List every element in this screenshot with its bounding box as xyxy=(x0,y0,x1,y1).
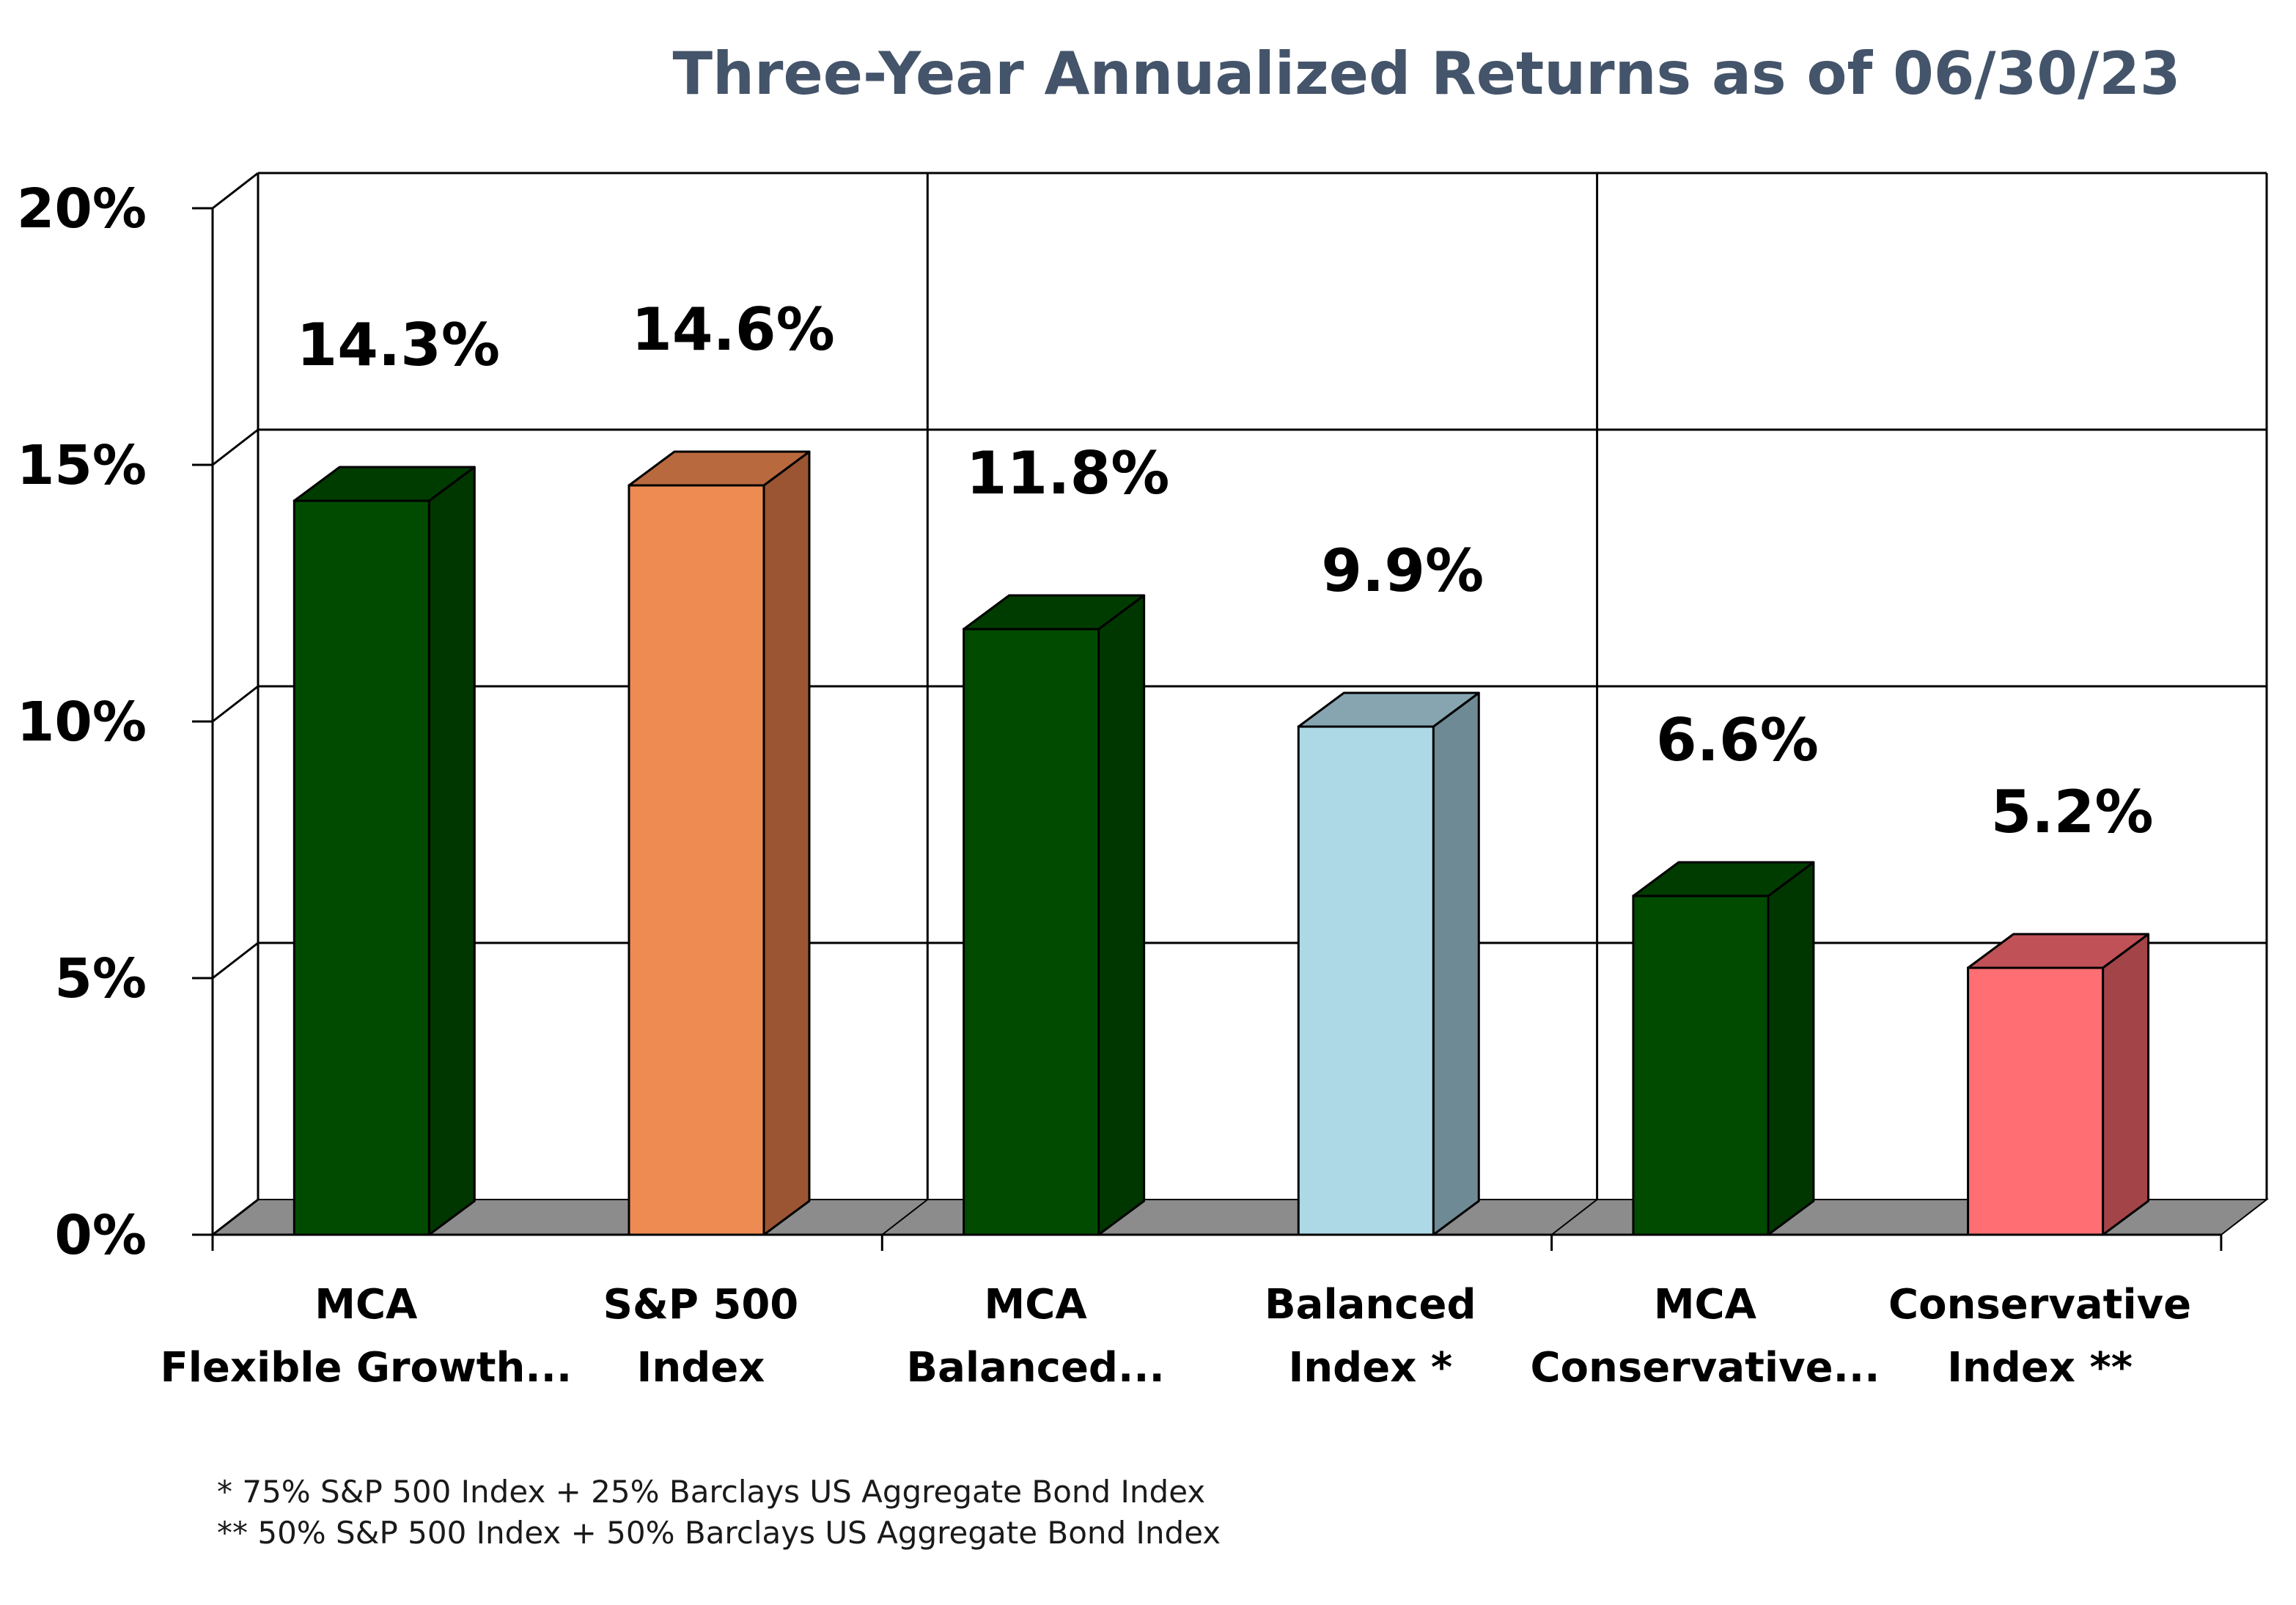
category-label-line: S&P 500 xyxy=(603,1281,799,1329)
chart-title: Three-Year Annualized Returns as of 06/3… xyxy=(672,40,2180,108)
bar-series xyxy=(292,450,2150,1236)
bar-6 xyxy=(1967,933,2150,1236)
data-label: 14.6% xyxy=(631,295,835,364)
bar-front-face xyxy=(292,499,430,1236)
floor-separator-1 xyxy=(881,1199,928,1235)
side-wall-gridline-10 xyxy=(212,685,259,723)
category-label-line: Balanced... xyxy=(906,1344,1164,1392)
category-label-line: Index ** xyxy=(1947,1344,2133,1392)
bar-5 xyxy=(1632,861,1815,1236)
bar-side-face xyxy=(427,466,476,1236)
footnotes: * 75% S&P 500 Index + 25% Barclays US Ag… xyxy=(217,1474,1221,1551)
bar-side-face xyxy=(2102,933,2150,1236)
bar-side-face xyxy=(1097,594,1146,1236)
data-label: 5.2% xyxy=(1991,778,2154,846)
category-label-line: MCA xyxy=(314,1281,418,1329)
bar-front-face xyxy=(963,628,1100,1236)
data-label: 6.6% xyxy=(1656,706,1819,774)
bar-front-face xyxy=(628,484,765,1236)
category-label-line: Conservative xyxy=(1888,1281,2191,1329)
bar-side-face xyxy=(1767,861,1815,1236)
y-tick-label: 20% xyxy=(17,177,147,240)
bar-side-face xyxy=(762,450,811,1236)
category-label: Balanced Index * xyxy=(1265,1281,1476,1392)
bar-1 xyxy=(292,466,476,1236)
bar-front-face xyxy=(1632,895,1770,1236)
y-tick-label: 5% xyxy=(54,947,147,1010)
chart-floor-plane xyxy=(210,1199,2269,1235)
chart-gridlines xyxy=(212,172,2268,1236)
category-label: S&P 500 Index xyxy=(603,1281,799,1392)
category-label: MCA Balanced... xyxy=(906,1281,1164,1392)
side-wall-gridline-20 xyxy=(212,172,259,210)
category-label-line: Conservative... xyxy=(1530,1344,1880,1392)
bar-2 xyxy=(628,450,811,1236)
category-label-line: Flexible Growth... xyxy=(160,1344,572,1392)
side-wall-gridline-0 xyxy=(212,1198,259,1236)
data-labels: 14.3% 14.6% 11.8% 9.9% 6.6% 5.2% xyxy=(297,295,2154,846)
data-label: 14.3% xyxy=(297,311,501,379)
side-wall-gridline-5 xyxy=(212,941,259,980)
y-axis-tick-labels: 0% 5% 10% 15% 20% xyxy=(17,177,147,1267)
data-label: 11.8% xyxy=(966,439,1170,507)
bar-side-face xyxy=(1432,691,1480,1236)
category-label: Conservative Index ** xyxy=(1888,1281,2191,1392)
y-tick-label: 0% xyxy=(54,1204,147,1267)
category-label-line: Balanced xyxy=(1265,1281,1476,1329)
floor-separator-2 xyxy=(1550,1199,1598,1235)
chart-floor xyxy=(210,1199,2269,1235)
y-tick-label: 10% xyxy=(17,691,147,754)
category-label-line: Index xyxy=(637,1344,765,1392)
category-label: MCA Conservative... xyxy=(1530,1281,1880,1392)
chart-axes xyxy=(192,207,2223,1251)
footnote: * 75% S&P 500 Index + 25% Barclays US Ag… xyxy=(217,1474,1205,1510)
y-tick-label: 15% xyxy=(17,434,147,497)
bar-4 xyxy=(1297,691,1480,1236)
category-label-line: MCA xyxy=(985,1281,1088,1329)
category-label: MCA Flexible Growth... xyxy=(160,1281,572,1392)
category-label-line: MCA xyxy=(1654,1281,1757,1329)
bar-3 xyxy=(963,594,1146,1236)
category-label-line: Index * xyxy=(1288,1344,1452,1392)
x-axis-category-labels: MCA Flexible Growth... S&P 500 Index MCA Bala… xyxy=(160,1281,2191,1392)
bar-front-face xyxy=(1297,725,1435,1236)
footnote: ** 50% S&P 500 Index + 50% Barclays US A… xyxy=(217,1515,1221,1551)
bar-front-face xyxy=(1967,966,2105,1236)
side-wall-gridline-15 xyxy=(212,428,259,466)
data-label: 9.9% xyxy=(1321,537,1484,605)
